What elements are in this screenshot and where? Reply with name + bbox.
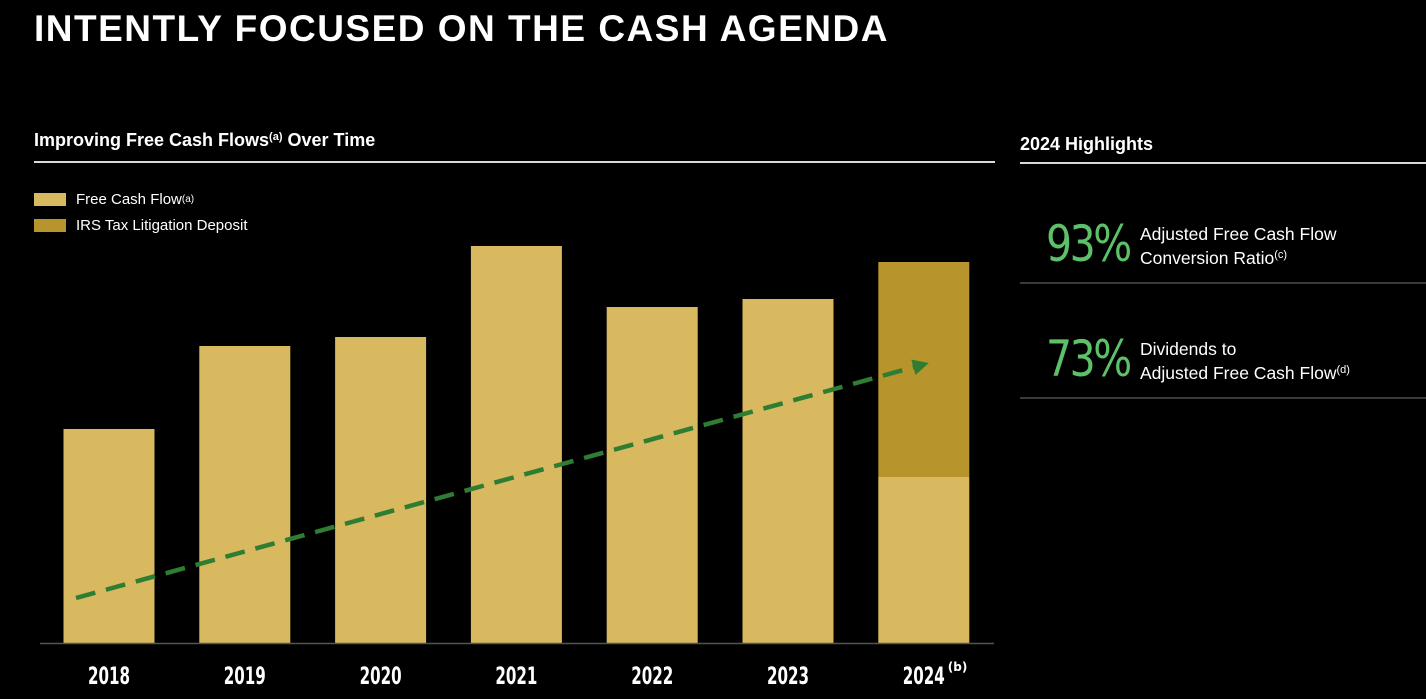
trend-arrow-head xyxy=(911,359,929,375)
chart-legend: Free Cash Flow (a) IRS Tax Litigation Dep… xyxy=(34,186,247,238)
highlight-label-dividends-line2: Adjusted Free Cash Flow xyxy=(1140,363,1337,383)
legend-note-free-cash-flow: (a) xyxy=(181,193,195,205)
chart-title-note: (a) xyxy=(269,131,283,143)
x-tick-label-2018: 2018 xyxy=(88,662,130,690)
chart-title-divider xyxy=(34,161,995,163)
highlight-row-conversion: 93% Adjusted Free Cash Flow Conversion R… xyxy=(1020,214,1426,294)
chart-title-text: Improving Free Cash Flows xyxy=(34,130,270,150)
bar-free-cash-flow-2018 xyxy=(63,429,155,643)
highlight-label-conversion-line2: Conversion Ratio xyxy=(1140,248,1275,268)
page-title: INTENTLY FOCUSED ON THE CASH AGENDA xyxy=(34,8,889,49)
x-tick-label-2022: 2022 xyxy=(631,662,673,690)
bar-free-cash-flow-2022 xyxy=(606,307,698,643)
chart-section-title: Improving Free Cash Flows(a) Over Time xyxy=(34,130,375,151)
highlights-title: 2024 Highlights xyxy=(1020,134,1154,154)
highlight-note-conversion: (c) xyxy=(1274,249,1288,261)
legend-swatch-irs-deposit xyxy=(34,218,66,232)
bar-free-cash-flow-2020 xyxy=(335,337,427,643)
legend-label-free-cash-flow: Free Cash Flow xyxy=(76,190,182,208)
x-tick-label-2023: 2023 xyxy=(767,662,809,690)
highlight-row-dividends: 73% Dividends to Adjusted Free Cash Flow… xyxy=(1020,329,1426,409)
highlight-label-dividends: Dividends to Adjusted Free Cash Flow(d) xyxy=(1140,339,1350,384)
bar-free-cash-flow-2023 xyxy=(742,299,834,643)
x-tick-label-2020: 2020 xyxy=(360,662,402,690)
x-tick-label-2024: 2024 xyxy=(903,662,945,690)
bar-free-cash-flow-2019 xyxy=(199,346,291,643)
highlight-label-conversion-line1: Adjusted Free Cash Flow xyxy=(1140,224,1337,244)
bar-free-cash-flow-2021 xyxy=(470,246,562,643)
x-tick-label-2021: 2021 xyxy=(495,662,537,690)
legend-item-irs-deposit: IRS Tax Litigation Deposit xyxy=(34,212,247,238)
bar-chart: 2018 2019 2020 2021 2022 2023 2024 (b) xyxy=(40,246,994,690)
bar-irs-deposit-2024 xyxy=(878,262,970,477)
highlight-value-dividends: 73% xyxy=(1046,330,1132,388)
highlights-title-divider xyxy=(1020,162,1426,164)
x-tick-note-2024: (b) xyxy=(948,660,968,674)
legend-label-irs-deposit: IRS Tax Litigation Deposit xyxy=(76,216,248,234)
highlight-label-dividends-line1: Dividends to xyxy=(1140,339,1237,359)
highlight-label-conversion: Adjusted Free Cash Flow Conversion Ratio… xyxy=(1140,224,1336,269)
chart-title-suffix: Over Time xyxy=(282,130,376,150)
highlight-divider-2 xyxy=(1020,397,1426,399)
highlight-value-conversion: 93% xyxy=(1046,215,1132,273)
x-tick-label-2019: 2019 xyxy=(224,662,266,690)
bar-free-cash-flow-2024 xyxy=(878,477,970,643)
legend-item-free-cash-flow: Free Cash Flow (a) xyxy=(34,186,247,212)
highlight-note-dividends: (d) xyxy=(1336,364,1350,376)
legend-swatch-free-cash-flow xyxy=(34,192,66,206)
highlight-divider-1 xyxy=(1020,282,1426,284)
trend-arrow-line xyxy=(75,364,918,601)
